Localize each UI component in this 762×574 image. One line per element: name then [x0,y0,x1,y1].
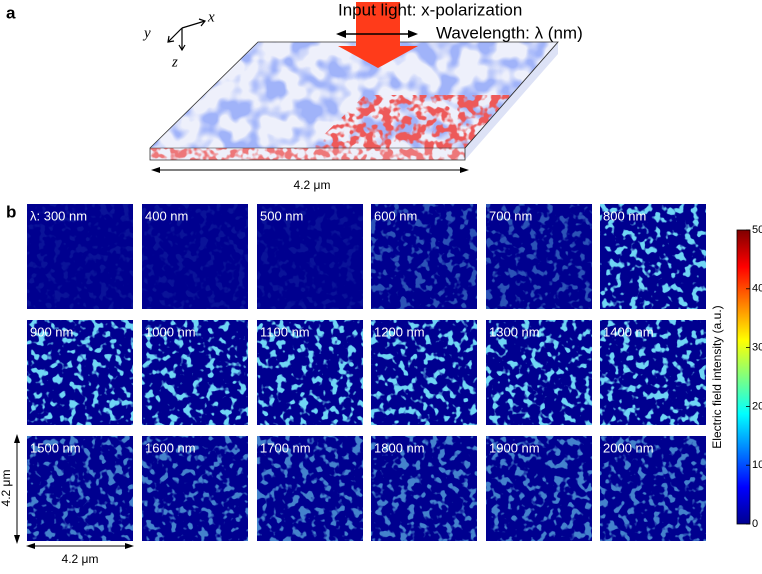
axis-y: y [142,25,151,41]
axis-x: x [207,9,215,25]
width-label: 4.2 μm [294,178,331,192]
map-speckle [371,320,477,425]
map-speckle [142,204,248,309]
colorbar [736,229,751,525]
field-map: λ: 300 nm [27,204,133,309]
width-label: 4.2 μm [62,552,99,566]
field-map: 1700 nm [257,436,363,541]
map-label: 2000 nm [603,440,654,455]
map-label: 1300 nm [489,324,540,339]
map-label: 1000 nm [145,324,196,339]
map-label: 1100 nm [260,324,310,339]
height-label: 4.2 μm [0,470,13,507]
map-label: 700 nm [489,208,532,223]
colorbar-tick-label: 40 [752,283,762,295]
map-label: 1500 nm [30,440,81,455]
panel-label: a [6,3,16,22]
width-arrow [151,167,469,173]
axes-icon [167,18,207,52]
slab [149,41,559,161]
field-map: 1200 nm [371,320,477,425]
map-speckle [27,320,133,425]
wavelength: Wavelength: λ (nm) [436,23,583,42]
map-speckle [27,436,133,541]
field-map: 1100 nm [257,320,363,425]
colorbar-tick-label: 0 [752,518,758,530]
field-map: 900 nm [27,320,133,425]
input-light: Input light: x-polarization [338,0,522,19]
field-map: 1400 nm [600,320,706,425]
map-speckle [600,204,706,309]
map-speckle [371,436,477,541]
maps: λ: 300 nm 400 nm 500 nm 600 nm 700 nm 800 nm 9… [27,204,706,541]
map-speckle [27,204,133,309]
map-label: 800 nm [603,208,646,223]
map-label: 900 nm [30,324,73,339]
field-map: 400 nm [142,204,248,309]
map-label: 1700 nm [260,440,311,455]
field-map: 1500 nm [27,436,133,541]
map-speckle [486,320,592,425]
map-speckle [486,204,592,309]
map-label: λ: 300 nm [30,208,87,223]
map-label: 1400 nm [603,324,654,339]
light-arrow [336,2,418,68]
axis-z: z [171,54,178,70]
map-label: 400 nm [145,208,188,223]
colorbar-tick-label: 50 [752,224,762,236]
map-speckle [257,204,363,309]
map-speckle [600,436,706,541]
field-map: 1000 nm [142,320,248,425]
map-speckle [257,320,363,425]
panel-label: b [6,202,16,221]
colorbar-label: Electric field intensity (a.u.) [710,305,724,448]
field-map: 2000 nm [600,436,706,541]
field-map: 800 nm [600,204,706,309]
map-speckle [142,436,248,541]
field-map: 700 nm [486,204,592,309]
map-label: 600 nm [374,208,417,223]
map-label: 1800 nm [374,440,425,455]
field-map: 1800 nm [371,436,477,541]
colorbar-tick-label: 20 [752,400,762,412]
map-label: 1200 nm [374,324,425,339]
map-speckle [486,436,592,541]
field-map: 1900 nm [486,436,592,541]
colorbar-tick-label: 10 [752,459,762,471]
field-map: 500 nm [257,204,363,309]
field-map: 600 nm [371,204,477,309]
map-speckle [257,436,363,541]
height-arrow [14,434,134,549]
field-map: 1300 nm [486,320,592,425]
field-map: 1600 nm [142,436,248,541]
map-speckle [142,320,248,425]
map-label: 500 nm [260,208,303,223]
colorbar-ticks: 0 10 20 30 40 50 [746,224,762,530]
map-speckle [371,204,477,309]
map-speckle [600,320,706,425]
colorbar-tick-label: 30 [752,342,762,354]
map-label: 1900 nm [489,440,540,455]
map-label: 1600 nm [145,440,196,455]
